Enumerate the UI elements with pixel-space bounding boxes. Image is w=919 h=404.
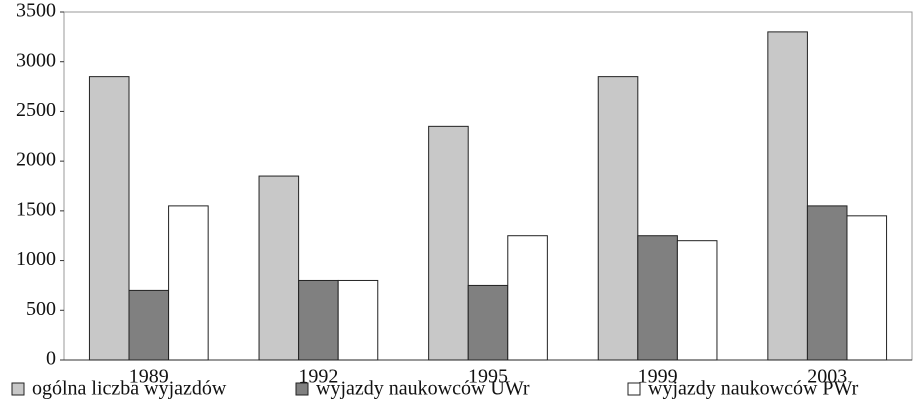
legend-label: wyjazdy naukowców PWr bbox=[648, 378, 859, 400]
bar bbox=[676, 240, 718, 361]
bar bbox=[298, 279, 339, 361]
legend-swatch bbox=[11, 382, 25, 396]
legend-swatch bbox=[627, 382, 641, 396]
bar bbox=[128, 289, 170, 361]
legend-swatch bbox=[295, 382, 309, 396]
bar bbox=[88, 76, 130, 361]
x-tick-label: 1989 bbox=[129, 366, 169, 388]
y-tick-label: 500 bbox=[26, 298, 56, 320]
y-tick-label: 3500 bbox=[16, 0, 56, 22]
y-tick-label: 2000 bbox=[16, 149, 56, 171]
bar bbox=[258, 175, 300, 361]
bar bbox=[168, 205, 209, 361]
x-tick-label: 1999 bbox=[638, 366, 678, 388]
y-tick-label: 3000 bbox=[16, 49, 56, 71]
bar bbox=[637, 235, 678, 361]
x-tick-label: 1995 bbox=[468, 366, 508, 388]
y-tick-label: 2500 bbox=[16, 99, 56, 121]
bar bbox=[337, 279, 379, 361]
bar bbox=[846, 215, 888, 361]
bar bbox=[428, 125, 469, 361]
x-tick-label: 1992 bbox=[298, 366, 338, 388]
y-tick-label: 0 bbox=[46, 348, 56, 370]
bar bbox=[507, 235, 548, 361]
bar bbox=[467, 284, 509, 361]
bar bbox=[767, 31, 808, 361]
bar bbox=[806, 205, 848, 361]
bar bbox=[597, 76, 639, 361]
legend-label: ogólna liczba wyjazdów bbox=[32, 378, 227, 400]
y-tick-label: 1000 bbox=[16, 248, 56, 270]
y-tick-label: 1500 bbox=[16, 198, 56, 220]
x-tick-label: 2003 bbox=[807, 366, 847, 388]
legend-label: wyjazdy naukowców UWr bbox=[316, 378, 530, 400]
